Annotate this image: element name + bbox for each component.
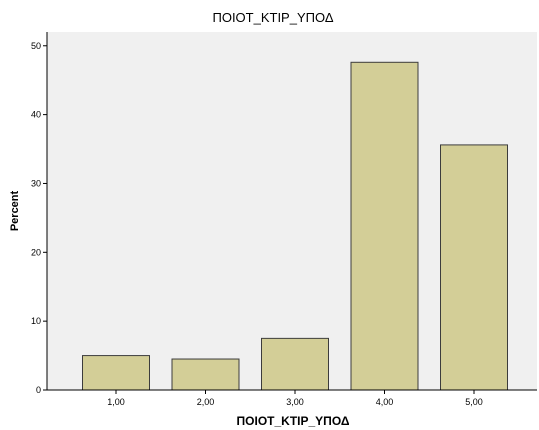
bar-1: [82, 355, 150, 391]
chart-title: ΠΟΙΟΤ_ΚΤΙΡ_ΥΠΟΔ: [212, 10, 333, 25]
y-tick-label: 0: [36, 385, 41, 395]
bar-2: [171, 358, 240, 391]
bar-3: [261, 337, 329, 391]
bar-4: [350, 61, 419, 391]
y-tick-label: 20: [31, 247, 41, 257]
x-tick-label: 2,00: [197, 397, 215, 407]
y-tick-label: 40: [31, 110, 41, 120]
bars-group: [82, 61, 508, 391]
x-tick-label: 5,00: [465, 397, 483, 407]
bar-5: [440, 144, 508, 391]
y-tick-label: 30: [31, 178, 41, 188]
x-tick-label: 1,00: [107, 397, 125, 407]
x-axis: 1,00 2,00 3,00 4,00 5,00: [47, 389, 537, 407]
y-tick-label: 10: [31, 316, 41, 326]
x-tick-label: 4,00: [376, 397, 394, 407]
y-tick-label: 50: [31, 41, 41, 51]
x-axis-label: ΠΟΙΟΤ_ΚΤΙΡ_ΥΠΟΔ: [237, 414, 350, 428]
y-axis-label: Percent: [9, 190, 21, 231]
y-axis: 0 10 20 30 40 50: [31, 32, 48, 395]
x-tick-label: 3,00: [286, 397, 304, 407]
